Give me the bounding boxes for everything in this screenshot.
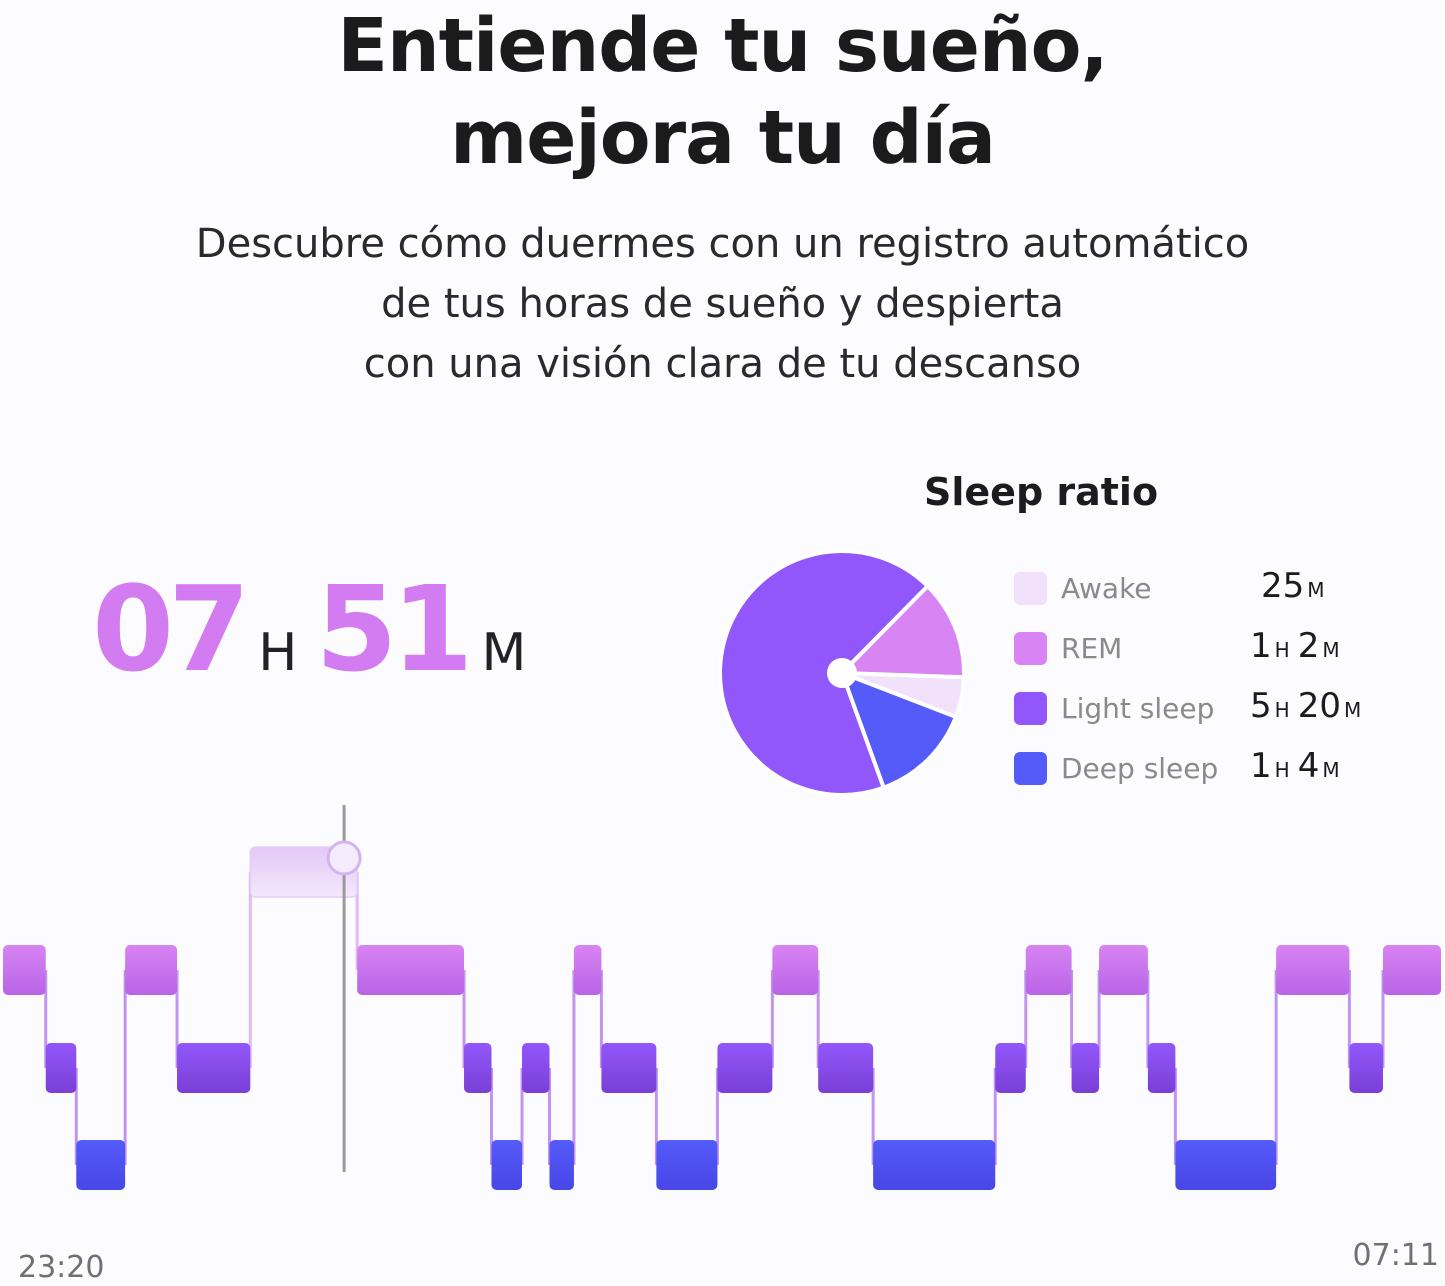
sleep-ratio-title: Sleep ratio: [924, 470, 1159, 514]
hypnogram-bar-rem: [3, 945, 46, 995]
hypnogram-bar-rem: [1099, 945, 1148, 995]
legend-label-deep-sleep: Deep sleep: [1061, 752, 1219, 785]
hypnogram-bar-deep: [873, 1140, 996, 1190]
headline-line-2: mejora tu día: [450, 95, 996, 181]
total-sleep-duration: 07 H 51 M: [92, 560, 544, 698]
hypnogram-bar-light: [601, 1043, 657, 1093]
hypnogram-bar-rem: [573, 945, 602, 995]
hypnogram-bar-light: [1147, 1043, 1176, 1093]
awake-minutes-unit: M: [1307, 578, 1325, 602]
hypnogram-bar-light: [1349, 1043, 1383, 1093]
legend-swatch-rem: [1014, 632, 1047, 665]
subheadline: Descubre cómo duermes con un registro au…: [0, 214, 1445, 394]
pie-center-hole: [827, 658, 857, 688]
subheadline-line-1: Descubre cómo duermes con un registro au…: [195, 221, 1250, 267]
light-hours-unit: H: [1274, 698, 1290, 722]
light-hours: 5: [1250, 686, 1272, 726]
total-hours-unit: H: [258, 623, 298, 683]
rem-minutes-unit: M: [1322, 638, 1340, 662]
total-minutes-unit: M: [481, 623, 527, 683]
light-minutes: 20: [1297, 686, 1341, 726]
hypnogram-bar-deep: [1175, 1140, 1277, 1190]
time-cursor-handle[interactable]: [326, 840, 362, 876]
hypnogram-bar-rem: [357, 945, 465, 995]
legend-row-awake: Awake 25 M: [1014, 566, 1434, 626]
deep-minutes: 4: [1297, 746, 1320, 786]
hypnogram-bar-rem: [1276, 945, 1350, 995]
hypnogram-bar-light: [45, 1043, 77, 1093]
total-hours: 07: [92, 560, 250, 698]
headline-line-1: Entiende tu sueño,: [337, 3, 1108, 89]
awake-minutes: 25: [1261, 566, 1305, 606]
subheadline-line-2: de tus horas de sueño y despierta: [381, 281, 1064, 327]
legend-label-light-sleep: Light sleep: [1061, 692, 1215, 725]
sleep-stage-hypnogram: [3, 805, 1441, 1190]
legend-swatch-deep-sleep: [1014, 752, 1047, 785]
pie-slice-deep-sleep: [840, 671, 958, 790]
legend-row-light-sleep: Light sleep 5 H 20 M: [1014, 686, 1434, 746]
time-axis-end: 07:11: [1352, 1238, 1439, 1273]
hypnogram-bar-rem: [772, 945, 819, 995]
sleep-ratio-pie-chart: [718, 549, 966, 797]
pie-slice-light-sleep: [718, 549, 930, 797]
time-axis-start: 23:20: [18, 1250, 105, 1285]
legend-swatch-awake: [1014, 572, 1047, 605]
total-minutes: 51: [315, 560, 473, 698]
hypnogram-bar-rem: [1382, 945, 1441, 995]
hypnogram-bar-rem: [125, 945, 178, 995]
legend-label-rem: REM: [1061, 632, 1123, 665]
hypnogram-bar-light: [818, 1043, 874, 1093]
hypnogram-bar-light: [522, 1043, 550, 1093]
hypnogram-bar-light: [995, 1043, 1026, 1093]
deep-hours: 1: [1250, 746, 1272, 786]
rem-minutes: 2: [1297, 626, 1320, 666]
rem-hours: 1: [1250, 626, 1272, 666]
deep-hours-unit: H: [1274, 758, 1290, 782]
light-minutes-unit: M: [1343, 698, 1362, 722]
legend-swatch-light-sleep: [1014, 692, 1047, 725]
legend-label-awake: Awake: [1061, 572, 1152, 605]
subheadline-line-3: con una visión clara de tu descanso: [363, 341, 1082, 387]
hypnogram-bar-deep: [656, 1140, 718, 1190]
hypnogram-bar-light: [1071, 1043, 1100, 1093]
headline: Entiende tu sueño, mejora tu día: [0, 0, 1445, 184]
hypnogram-bar-deep: [76, 1140, 126, 1190]
legend-value-awake: 25 M: [1250, 566, 1333, 606]
hypnogram-bar-light: [464, 1043, 492, 1093]
hypnogram-bar-light: [177, 1043, 251, 1093]
hypnogram-bar-deep: [549, 1140, 574, 1190]
hypnogram-bar-deep: [491, 1140, 523, 1190]
pie-slice-rem: [840, 584, 966, 680]
rem-hours-unit: H: [1274, 638, 1290, 662]
hypnogram-bar-rem: [1025, 945, 1072, 995]
deep-minutes-unit: M: [1322, 758, 1340, 782]
hypnogram-bar-light: [717, 1043, 773, 1093]
legend-value-light-sleep: 5 H 20 M: [1250, 686, 1369, 726]
